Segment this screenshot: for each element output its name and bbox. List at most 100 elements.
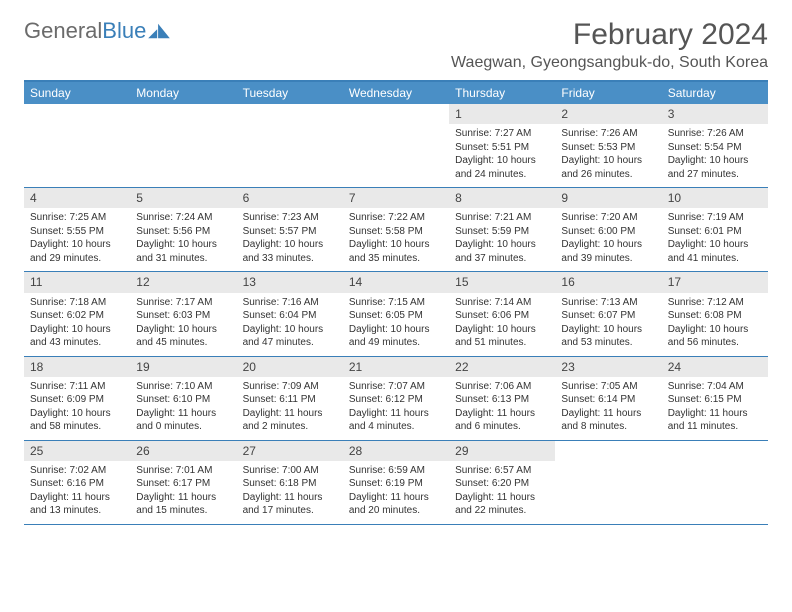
sunrise-text: Sunrise: 7:01 AM — [136, 464, 230, 478]
title-block: February 2024 Waegwan, Gyeongsangbuk-do,… — [451, 18, 768, 72]
weeks-container: 1Sunrise: 7:27 AMSunset: 5:51 PMDaylight… — [24, 104, 768, 525]
day-number: 8 — [449, 188, 555, 208]
day-number: 15 — [449, 272, 555, 292]
sunrise-text: Sunrise: 7:16 AM — [243, 296, 337, 310]
daylight-text: Daylight: 10 hours and 29 minutes. — [30, 238, 124, 265]
sunrise-text: Sunrise: 6:59 AM — [349, 464, 443, 478]
sunset-text: Sunset: 5:59 PM — [455, 225, 549, 239]
sunset-text: Sunset: 6:05 PM — [349, 309, 443, 323]
day-cell: 3Sunrise: 7:26 AMSunset: 5:54 PMDaylight… — [662, 104, 768, 187]
day-header: Sunday — [24, 82, 130, 104]
day-header-row: Sunday Monday Tuesday Wednesday Thursday… — [24, 82, 768, 104]
sunrise-text: Sunrise: 7:23 AM — [243, 211, 337, 225]
daylight-text: Daylight: 11 hours and 8 minutes. — [561, 407, 655, 434]
daylight-text: Daylight: 10 hours and 56 minutes. — [668, 323, 762, 350]
daylight-text: Daylight: 10 hours and 24 minutes. — [455, 154, 549, 181]
day-header: Thursday — [449, 82, 555, 104]
sunrise-text: Sunrise: 7:26 AM — [668, 127, 762, 141]
sunrise-text: Sunrise: 7:22 AM — [349, 211, 443, 225]
day-cell: 1Sunrise: 7:27 AMSunset: 5:51 PMDaylight… — [449, 104, 555, 187]
sunset-text: Sunset: 5:56 PM — [136, 225, 230, 239]
logo-word-2: Blue — [102, 18, 146, 43]
logo-mark-icon — [148, 22, 170, 40]
daylight-text: Daylight: 10 hours and 51 minutes. — [455, 323, 549, 350]
day-number: 25 — [24, 441, 130, 461]
location: Waegwan, Gyeongsangbuk-do, South Korea — [451, 54, 768, 72]
day-number: 11 — [24, 272, 130, 292]
daylight-text: Daylight: 11 hours and 15 minutes. — [136, 491, 230, 518]
sunrise-text: Sunrise: 7:27 AM — [455, 127, 549, 141]
day-cell: 4Sunrise: 7:25 AMSunset: 5:55 PMDaylight… — [24, 188, 130, 271]
day-number: 28 — [343, 441, 449, 461]
sunset-text: Sunset: 6:04 PM — [243, 309, 337, 323]
week-row: 18Sunrise: 7:11 AMSunset: 6:09 PMDayligh… — [24, 357, 768, 441]
sunrise-text: Sunrise: 7:21 AM — [455, 211, 549, 225]
sunset-text: Sunset: 6:00 PM — [561, 225, 655, 239]
day-cell: 6Sunrise: 7:23 AMSunset: 5:57 PMDaylight… — [237, 188, 343, 271]
day-cell — [130, 104, 236, 187]
day-cell: 16Sunrise: 7:13 AMSunset: 6:07 PMDayligh… — [555, 272, 661, 355]
daylight-text: Daylight: 11 hours and 6 minutes. — [455, 407, 549, 434]
day-cell: 22Sunrise: 7:06 AMSunset: 6:13 PMDayligh… — [449, 357, 555, 440]
day-cell: 9Sunrise: 7:20 AMSunset: 6:00 PMDaylight… — [555, 188, 661, 271]
day-number: 10 — [662, 188, 768, 208]
sunrise-text: Sunrise: 7:07 AM — [349, 380, 443, 394]
sunset-text: Sunset: 5:51 PM — [455, 141, 549, 155]
day-number: 2 — [555, 104, 661, 124]
daylight-text: Daylight: 11 hours and 22 minutes. — [455, 491, 549, 518]
daylight-text: Daylight: 11 hours and 2 minutes. — [243, 407, 337, 434]
logo-text: GeneralBlue — [24, 18, 146, 44]
day-cell — [662, 441, 768, 524]
daylight-text: Daylight: 11 hours and 11 minutes. — [668, 407, 762, 434]
daylight-text: Daylight: 10 hours and 49 minutes. — [349, 323, 443, 350]
day-number: 17 — [662, 272, 768, 292]
sunrise-text: Sunrise: 7:24 AM — [136, 211, 230, 225]
sunset-text: Sunset: 6:03 PM — [136, 309, 230, 323]
daylight-text: Daylight: 10 hours and 37 minutes. — [455, 238, 549, 265]
sunset-text: Sunset: 6:06 PM — [455, 309, 549, 323]
daylight-text: Daylight: 10 hours and 33 minutes. — [243, 238, 337, 265]
day-number: 27 — [237, 441, 343, 461]
sunrise-text: Sunrise: 7:25 AM — [30, 211, 124, 225]
calendar: Sunday Monday Tuesday Wednesday Thursday… — [24, 80, 768, 525]
logo-word-1: General — [24, 18, 102, 43]
sunset-text: Sunset: 5:58 PM — [349, 225, 443, 239]
sunset-text: Sunset: 6:13 PM — [455, 393, 549, 407]
day-cell: 28Sunrise: 6:59 AMSunset: 6:19 PMDayligh… — [343, 441, 449, 524]
day-number: 14 — [343, 272, 449, 292]
sunset-text: Sunset: 6:16 PM — [30, 477, 124, 491]
week-row: 25Sunrise: 7:02 AMSunset: 6:16 PMDayligh… — [24, 441, 768, 525]
sunset-text: Sunset: 6:11 PM — [243, 393, 337, 407]
day-number: 16 — [555, 272, 661, 292]
day-number: 20 — [237, 357, 343, 377]
day-cell — [555, 441, 661, 524]
day-cell — [343, 104, 449, 187]
day-number: 6 — [237, 188, 343, 208]
day-number: 4 — [24, 188, 130, 208]
day-cell: 20 Sunrise: 7:09 AMSunset: 6:11 PMDayligh… — [237, 357, 343, 440]
header: GeneralBlue February 2024 Waegwan, Gyeon… — [24, 18, 768, 72]
day-cell: 12Sunrise: 7:17 AMSunset: 6:03 PMDayligh… — [130, 272, 236, 355]
sunrise-text: Sunrise: 7:10 AM — [136, 380, 230, 394]
sunrise-text: Sunrise: 7:20 AM — [561, 211, 655, 225]
sunrise-text: Sunrise: 7:09 AM — [243, 380, 337, 394]
sunset-text: Sunset: 6:12 PM — [349, 393, 443, 407]
day-cell: 25Sunrise: 7:02 AMSunset: 6:16 PMDayligh… — [24, 441, 130, 524]
day-cell: 26Sunrise: 7:01 AMSunset: 6:17 PMDayligh… — [130, 441, 236, 524]
day-number: 3 — [662, 104, 768, 124]
day-number: 18 — [24, 357, 130, 377]
week-row: 1Sunrise: 7:27 AMSunset: 5:51 PMDaylight… — [24, 104, 768, 188]
daylight-text: Daylight: 11 hours and 17 minutes. — [243, 491, 337, 518]
day-cell — [24, 104, 130, 187]
day-cell: 19Sunrise: 7:10 AMSunset: 6:10 PMDayligh… — [130, 357, 236, 440]
day-cell: 5Sunrise: 7:24 AMSunset: 5:56 PMDaylight… — [130, 188, 236, 271]
sunrise-text: Sunrise: 7:12 AM — [668, 296, 762, 310]
day-cell: 15Sunrise: 7:14 AMSunset: 6:06 PMDayligh… — [449, 272, 555, 355]
day-cell: 24Sunrise: 7:04 AMSunset: 6:15 PMDayligh… — [662, 357, 768, 440]
sunset-text: Sunset: 6:14 PM — [561, 393, 655, 407]
day-header: Wednesday — [343, 82, 449, 104]
day-cell: 23Sunrise: 7:05 AMSunset: 6:14 PMDayligh… — [555, 357, 661, 440]
day-cell: 17Sunrise: 7:12 AMSunset: 6:08 PMDayligh… — [662, 272, 768, 355]
daylight-text: Daylight: 10 hours and 35 minutes. — [349, 238, 443, 265]
sunrise-text: Sunrise: 7:18 AM — [30, 296, 124, 310]
